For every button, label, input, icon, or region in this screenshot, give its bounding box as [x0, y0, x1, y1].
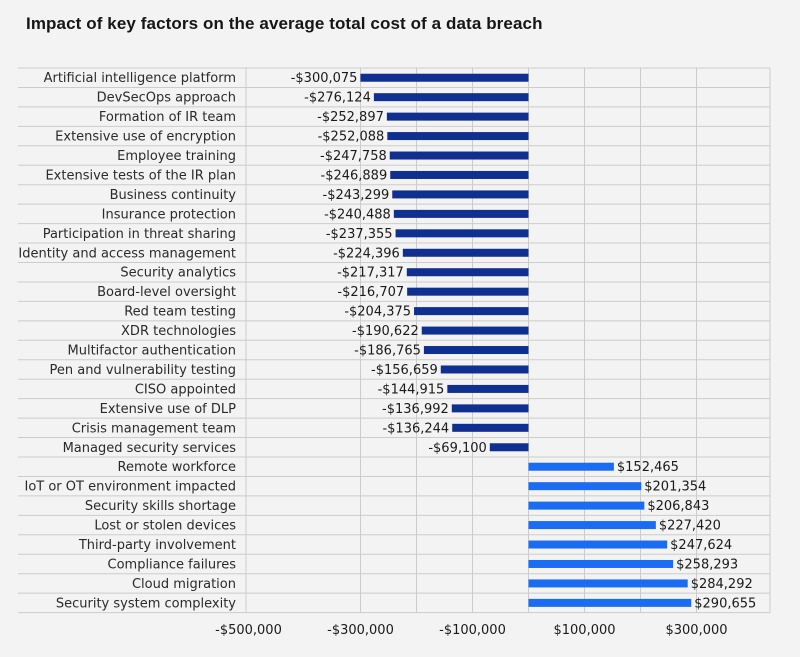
x-tick-label: $100,000	[553, 623, 615, 638]
value-label: $258,293	[676, 557, 738, 572]
category-label: Security skills shortage	[85, 499, 236, 514]
value-label: -$246,889	[321, 168, 388, 183]
value-label: $284,292	[691, 577, 753, 592]
category-label: Remote workforce	[118, 460, 237, 475]
category-label: CISO appointed	[135, 382, 236, 397]
bar-artificial-intelligence-platform	[360, 73, 529, 82]
bar-multifactor-authentication	[423, 346, 529, 355]
bar-participation-in-threat-sharing	[395, 229, 529, 238]
category-label: Compliance failures	[108, 557, 237, 572]
bar-security-skills-shortage	[528, 501, 645, 510]
value-label: -$217,317	[337, 266, 404, 281]
bar-ciso-appointed	[447, 384, 529, 393]
value-label: $201,354	[644, 480, 706, 495]
value-label: -$186,765	[354, 344, 421, 359]
bar-remote-workforce	[528, 462, 614, 471]
category-label: Extensive use of DLP	[100, 402, 237, 417]
category-label: Cloud migration	[132, 577, 236, 592]
category-label: IoT or OT environment impacted	[24, 480, 236, 495]
category-label: Pen and vulnerability testing	[49, 363, 236, 378]
value-label: -$252,088	[318, 130, 385, 145]
category-label: Employee training	[117, 149, 236, 164]
category-label: Multifactor authentication	[68, 344, 237, 359]
bar-devsecops-approach	[373, 93, 529, 102]
category-label: Identity and access management	[18, 246, 236, 261]
category-label: Managed security services	[63, 441, 237, 456]
value-label: -$144,915	[378, 382, 445, 397]
bar-lost-or-stolen-devices	[528, 521, 656, 530]
category-label: Board-level oversight	[97, 285, 236, 300]
bar-managed-security-services	[489, 443, 529, 452]
value-label: -$69,100	[428, 441, 486, 456]
value-label: -$252,897	[317, 110, 384, 125]
value-label: -$190,622	[352, 324, 419, 339]
bar-xdr-technologies	[421, 326, 529, 335]
category-label: XDR technologies	[121, 324, 236, 339]
bar-formation-of-ir-team	[386, 112, 529, 121]
category-label: Third-party involvement	[78, 538, 236, 553]
category-label: Red team testing	[124, 305, 236, 320]
bar-crisis-management-team	[452, 423, 529, 432]
bar-third-party-involvement	[528, 540, 668, 549]
category-label: DevSecOps approach	[97, 91, 236, 106]
value-label: -$300,075	[291, 71, 358, 86]
value-label: -$136,992	[382, 402, 449, 417]
bar-pen-and-vulnerability-testing	[440, 365, 529, 374]
value-label: $152,465	[617, 460, 679, 475]
value-label: -$243,299	[323, 188, 390, 203]
value-label: $206,843	[647, 499, 709, 514]
bar-employee-training	[389, 151, 529, 160]
bar-business-continuity	[392, 190, 529, 199]
bar-identity-and-access-management	[402, 248, 529, 257]
x-tick-label: -$100,000	[439, 623, 506, 638]
chart-title: Impact of key factors on the average tot…	[26, 14, 543, 33]
bar-extensive-use-of-encryption	[387, 132, 529, 141]
bar-security-system-complexity	[528, 598, 692, 607]
value-label: -$224,396	[333, 246, 400, 261]
value-label: -$216,707	[337, 285, 404, 300]
category-label: Extensive tests of the IR plan	[45, 168, 236, 183]
bar-board-level-oversight	[407, 287, 529, 296]
bar-extensive-use-of-dlp	[451, 404, 529, 413]
category-label: Lost or stolen devices	[94, 519, 236, 534]
bar-red-team-testing	[414, 307, 529, 316]
value-label: $247,624	[670, 538, 732, 553]
value-label: -$204,375	[344, 305, 411, 320]
x-tick-label: -$300,000	[327, 623, 394, 638]
bar-cloud-migration	[528, 579, 688, 588]
category-label: Security system complexity	[56, 596, 236, 611]
value-label: -$247,758	[320, 149, 387, 164]
bar-security-analytics	[406, 268, 529, 277]
category-label: Extensive use of encryption	[55, 130, 236, 145]
bar-insurance-protection	[393, 209, 529, 218]
value-label: -$237,355	[326, 227, 393, 242]
category-label: Insurance protection	[102, 207, 236, 222]
value-label: -$136,244	[382, 421, 449, 436]
category-label: Crisis management team	[72, 421, 236, 436]
category-label: Security analytics	[120, 266, 236, 281]
x-tick-label: -$500,000	[215, 623, 282, 638]
value-label: $290,655	[694, 596, 756, 611]
bar-iot-or-ot-environment-impacted	[528, 482, 642, 491]
bar-compliance-failures	[528, 559, 674, 568]
category-label: Participation in threat sharing	[43, 227, 236, 242]
value-label: -$276,124	[304, 91, 371, 106]
bar-extensive-tests-of-the-ir-plan	[390, 170, 529, 179]
value-label: -$156,659	[371, 363, 438, 378]
value-label: $227,420	[659, 519, 721, 534]
category-label: Artificial intelligence platform	[44, 71, 236, 86]
x-tick-label: $300,000	[665, 623, 727, 638]
category-label: Business continuity	[110, 188, 237, 203]
category-label: Formation of IR team	[99, 110, 236, 125]
value-label: -$240,488	[324, 207, 391, 222]
